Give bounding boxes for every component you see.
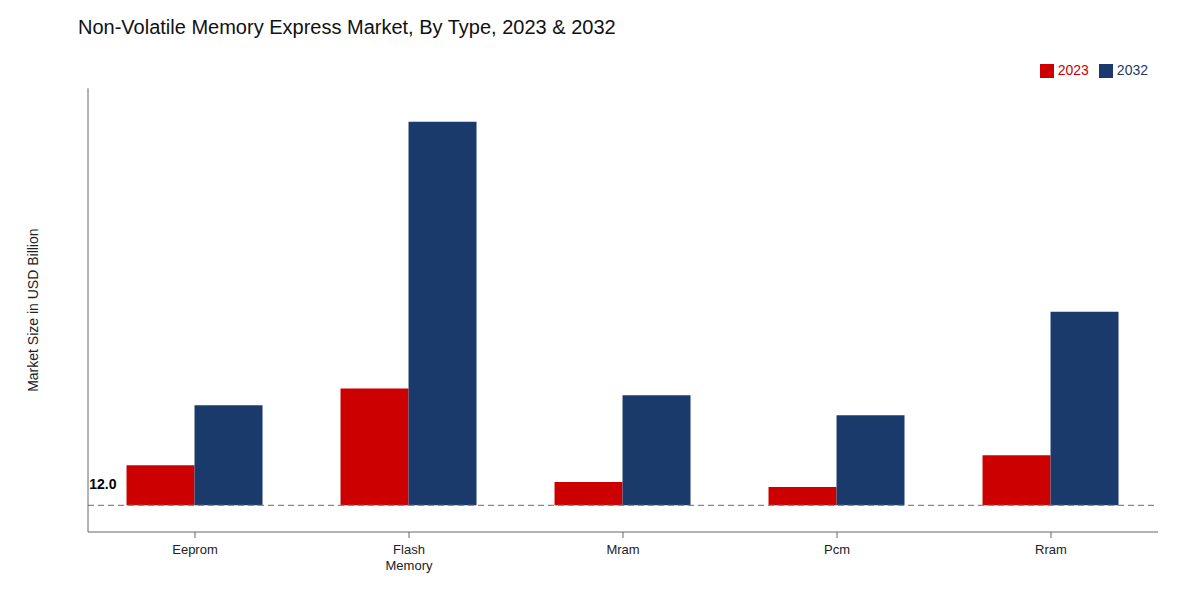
svg-text:FlashMemory: FlashMemory — [386, 542, 433, 573]
svg-text:Eeprom: Eeprom — [172, 542, 218, 557]
html-text:Non-Volatile Memory Express Ma: Non-Volatile Memory Express Market, By T… — [78, 16, 616, 38]
svg-text:Pcm: Pcm — [824, 542, 850, 557]
svg-text:Rram: Rram — [1035, 542, 1067, 557]
html-text:2023: 2023 — [1057, 62, 1089, 78]
svg-text:Market Size in USD Billion: Market Size in USD Billion — [25, 228, 41, 391]
svg-text:Mram: Mram — [606, 542, 639, 557]
html-text:2032: 2032 — [1116, 62, 1148, 78]
svg-text:12.0: 12.0 — [89, 476, 116, 492]
